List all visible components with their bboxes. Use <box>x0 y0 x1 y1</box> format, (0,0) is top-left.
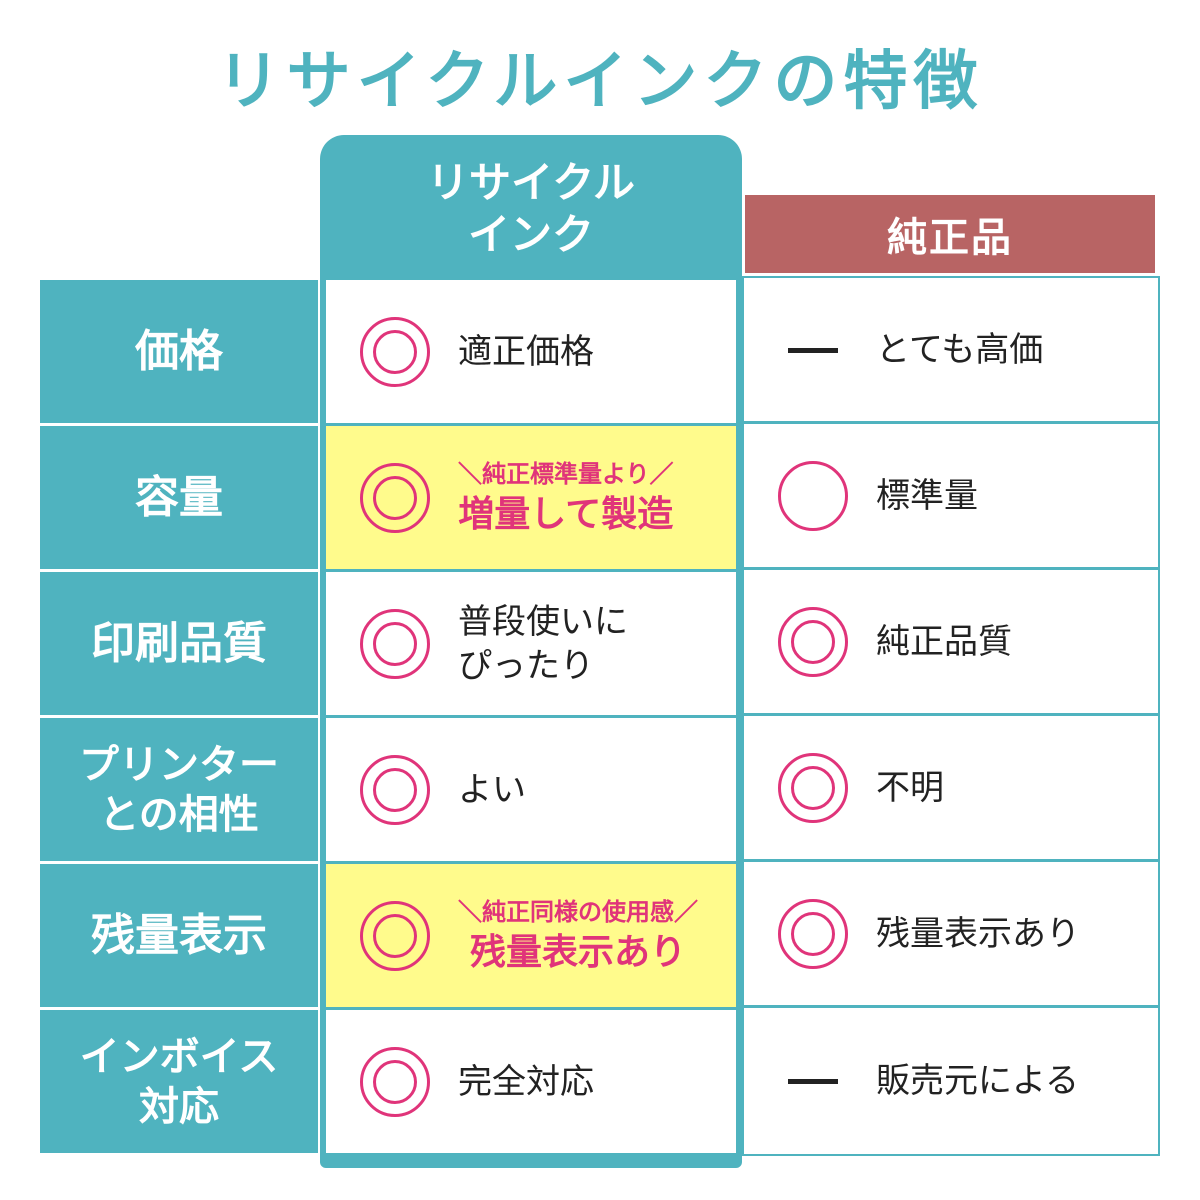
double-circle-icon <box>360 462 430 533</box>
recycle-ink-column: 適正価格 ＼純正標準量より／ 増量して製造 普段使いに ぴったり よい ＼純正同様の… <box>320 278 742 1168</box>
label-text: プリンター <box>79 741 279 788</box>
label-text: 容量 <box>135 471 223 523</box>
label-price: 価格 <box>40 280 318 423</box>
cell-text: 純正品質 <box>876 621 1012 662</box>
feature-label-column: 価格 容量 印刷品質 プリンター との相性 残量表示 インボイス 対応 <box>40 280 318 1153</box>
label-text: 価格 <box>135 325 223 377</box>
circle-icon <box>778 460 848 531</box>
header-line: インク <box>467 210 594 259</box>
genuine-cell: 純正品質 <box>744 570 1158 716</box>
label-text: インボイス <box>79 1033 279 1080</box>
genuine-header: 純正品 <box>745 195 1155 273</box>
label-text: との相性 <box>99 791 259 838</box>
dash-icon <box>778 1046 848 1116</box>
cell-text: とても高価 <box>876 329 1044 370</box>
label-remaining-display: 残量表示 <box>40 864 318 1007</box>
cell-text: 増量して製造 <box>458 493 674 535</box>
label-print-quality: 印刷品質 <box>40 572 318 715</box>
double-circle-icon <box>360 754 430 825</box>
cell-text: 不明 <box>876 767 944 808</box>
recycle-cell: 完全対応 <box>326 1010 736 1153</box>
recycle-cell: ＼純正標準量より／ 増量して製造 <box>326 426 736 569</box>
double-circle-icon <box>360 900 430 971</box>
cell-text: 完全対応 <box>458 1061 594 1102</box>
dash-icon <box>778 315 848 385</box>
label-text: 残量表示 <box>91 909 267 961</box>
cell-subtext: ＼純正標準量より／ <box>458 459 674 488</box>
recycle-ink-header: リサイクル インク <box>320 135 742 285</box>
cell-text: 普段使いに <box>458 601 628 642</box>
page-title: リサイクルインクの特徴 <box>216 45 984 119</box>
genuine-cell: 残量表示あり <box>744 862 1158 1008</box>
cell-text: よい <box>458 769 526 810</box>
double-circle-icon <box>360 608 430 679</box>
cell-text: ぴったり <box>458 645 594 686</box>
label-printer-compat: プリンター との相性 <box>40 718 318 861</box>
cell-text: 残量表示あり <box>469 931 686 973</box>
double-circle-icon <box>360 316 430 387</box>
label-text: 対応 <box>139 1083 219 1130</box>
cell-text: 標準量 <box>876 475 978 516</box>
cell-text: 適正価格 <box>458 331 594 372</box>
recycle-cell: ＼純正同様の使用感／ 残量表示あり <box>326 864 736 1007</box>
cell-subtext: ＼純正同様の使用感／ <box>458 897 698 926</box>
genuine-cell: とても高価 <box>744 278 1158 424</box>
recycle-cell: 普段使いに ぴったり <box>326 572 736 715</box>
label-capacity: 容量 <box>40 426 318 569</box>
header-line: リサイクル <box>427 158 635 207</box>
genuine-column: とても高価 標準量 純正品質 不明 残量表示あり 販売元による <box>742 276 1160 1156</box>
cell-text: 販売元による <box>876 1061 1079 1101</box>
double-circle-icon <box>360 1046 430 1117</box>
double-circle-icon <box>778 752 848 823</box>
genuine-cell: 標準量 <box>744 424 1158 570</box>
genuine-cell: 販売元による <box>744 1008 1158 1154</box>
label-invoice: インボイス 対応 <box>40 1010 318 1153</box>
recycle-cell: よい <box>326 718 736 861</box>
recycle-cell: 適正価格 <box>326 280 736 423</box>
double-circle-icon <box>778 606 848 677</box>
genuine-cell: 不明 <box>744 716 1158 862</box>
label-text: 印刷品質 <box>91 617 267 669</box>
cell-text: 残量表示あり <box>876 913 1080 954</box>
double-circle-icon <box>778 898 848 969</box>
